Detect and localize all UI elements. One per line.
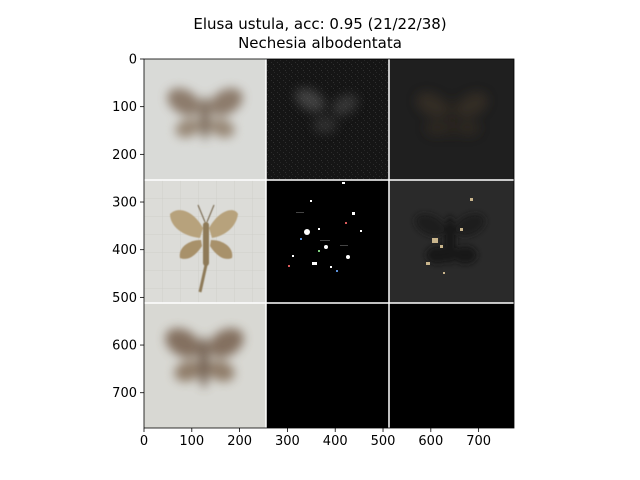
x-tick-label: 700: [466, 434, 491, 449]
tile-r3-c2: [266, 303, 389, 428]
y-tick-label: 200: [112, 148, 137, 163]
x-tick-label: 300: [275, 434, 300, 449]
y-tick-label: 300: [112, 196, 137, 211]
y-axis: 0 100 200 300 400 500 600 700: [112, 53, 144, 401]
x-tick-label: 0: [140, 434, 148, 449]
y-tick-label: 500: [112, 291, 137, 306]
tile-r1-c2: [266, 59, 389, 180]
x-tick-label: 200: [227, 434, 252, 449]
y-tick-label: 700: [112, 386, 137, 401]
x-tick-label: 400: [323, 434, 348, 449]
tile-r1-c1: [144, 59, 266, 180]
tile-r2-c1: [144, 180, 266, 303]
grid-separators: [144, 59, 514, 428]
y-tick-label: 0: [129, 53, 137, 68]
x-axis: 0 100 200 300 400 500 600 700: [140, 428, 491, 449]
figure-title: Elusa ustula, acc: 0.95 (21/22/38): [193, 15, 447, 33]
y-tick-label: 600: [112, 339, 137, 354]
x-tick-label: 500: [371, 434, 396, 449]
figure-subtitle: Nechesia albodentata: [238, 34, 402, 52]
x-tick-label: 100: [179, 434, 204, 449]
tile-r3-c3: [389, 303, 514, 428]
tile-r2-c3: [389, 180, 514, 303]
tile-r2-c2: [266, 180, 389, 303]
y-tick-label: 100: [112, 100, 137, 115]
y-tick-label: 400: [112, 243, 137, 258]
tile-r3-c1: [144, 303, 266, 428]
tile-r1-c3: [389, 59, 514, 180]
axes-frame: [143, 58, 515, 429]
x-tick-label: 600: [418, 434, 443, 449]
